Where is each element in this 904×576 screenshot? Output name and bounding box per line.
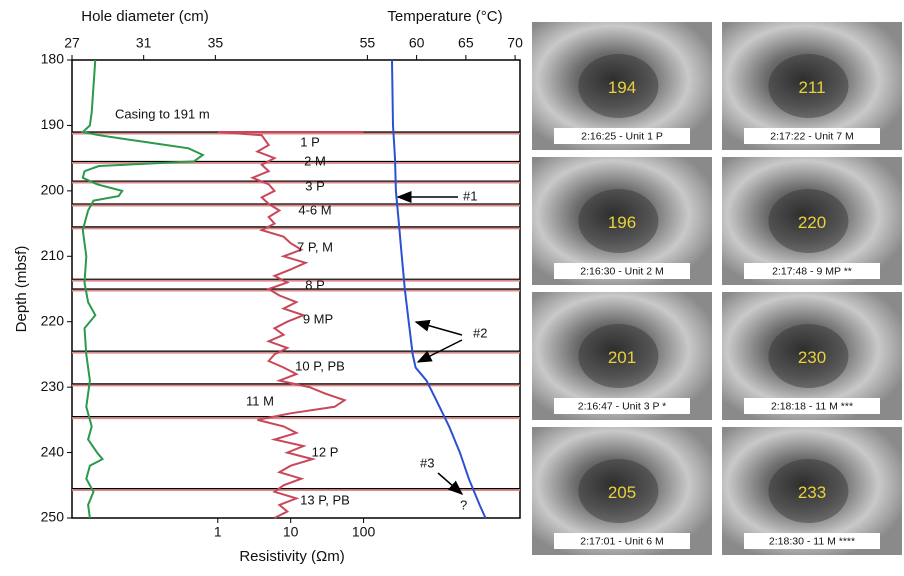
- unit-label: 8 P: [305, 277, 325, 292]
- image-caption: 2:16:30 - Unit 2 M: [580, 265, 663, 277]
- resistivity-title: Resistivity (Ωm): [239, 548, 344, 565]
- unit-label: 2 M: [304, 153, 326, 168]
- image-depth: 233: [798, 483, 826, 502]
- annotation: #2: [473, 325, 487, 340]
- unit-label: 11 M: [246, 393, 274, 408]
- caption-box: [744, 128, 880, 144]
- image-depth: 194: [608, 78, 636, 97]
- x-tick-label: 70: [507, 35, 523, 51]
- y-tick-label: 220: [41, 312, 65, 328]
- annotation: #3: [420, 455, 434, 470]
- caption-box: [554, 128, 690, 144]
- camera-image: 211 2:17:22 - Unit 7 M: [722, 22, 902, 150]
- y-tick-label: 230: [41, 378, 65, 394]
- photo-shade: [768, 459, 849, 523]
- caption-box: [554, 533, 690, 549]
- y-tick-label: 210: [41, 247, 65, 263]
- arrows: [396, 191, 464, 495]
- y-tick-label: 200: [41, 182, 65, 198]
- photo-shade: [578, 459, 659, 523]
- caption-box: [744, 398, 880, 414]
- unit-label: 4-6 M: [298, 202, 331, 217]
- x-tick-label: 10: [283, 524, 299, 540]
- unit-label: 10 P, PB: [295, 358, 345, 373]
- image-depth: 201: [608, 348, 636, 367]
- annotation: ?: [460, 497, 467, 512]
- series-line: [391, 59, 487, 519]
- photo-shade: [768, 189, 849, 253]
- arrow: [414, 319, 463, 336]
- caption-box: [554, 263, 690, 279]
- image-depth: 220: [798, 213, 826, 232]
- y-tick-label: 190: [41, 116, 65, 132]
- image-caption: 2:18:18 - 11 M ***: [771, 400, 853, 412]
- y-tick-label: 240: [41, 443, 65, 459]
- y-tick-label: 250: [41, 509, 65, 525]
- arrow: [416, 339, 463, 363]
- unit-label: 1 P: [300, 134, 320, 149]
- image-caption: 2:17:22 - Unit 7 M: [770, 130, 853, 142]
- unit-label: 13 P, PB: [300, 492, 350, 507]
- photo-shade: [578, 54, 659, 118]
- series-line: [217, 131, 364, 519]
- unit-label: 7 P, M: [297, 239, 333, 254]
- temperature-title: Temperature (°C): [387, 8, 502, 25]
- image-caption: 2:18:30 - 11 M ****: [769, 535, 855, 547]
- x-tick-label: 65: [458, 35, 474, 51]
- image-caption: 2:16:25 - Unit 1 P: [581, 130, 663, 142]
- caption-box: [744, 263, 880, 279]
- image-depth: 205: [608, 483, 636, 502]
- x-tick-label: 55: [360, 35, 376, 51]
- series-line: [80, 59, 205, 519]
- camera-image: 230 2:18:18 - 11 M ***: [722, 292, 902, 420]
- unit-label: 12 P: [312, 444, 339, 459]
- image-caption: 2:17:01 - Unit 6 M: [580, 535, 663, 547]
- image-caption: 2:16:47 - Unit 3 P *: [578, 400, 667, 412]
- camera-image: 196 2:16:30 - Unit 2 M: [532, 157, 712, 285]
- caption-box: [744, 533, 880, 549]
- camera-image: 194 2:16:25 - Unit 1 P: [532, 22, 712, 150]
- photo-shade: [768, 54, 849, 118]
- arrow: [437, 472, 464, 495]
- photo-shade: [578, 324, 659, 388]
- image-depth: 211: [798, 78, 825, 97]
- unit-label: 9 MP: [303, 311, 333, 326]
- x-tick-label: 35: [208, 35, 224, 51]
- x-tick-label: 31: [136, 35, 152, 51]
- depth-title: Depth (mbsf): [13, 246, 30, 333]
- camera-image: 201 2:16:47 - Unit 3 P *: [532, 292, 712, 420]
- camera-image: 233 2:18:30 - 11 M ****: [722, 427, 902, 555]
- camera-images: 194 2:16:25 - Unit 1 P 211 2:17:22 - Unit 7…: [532, 22, 902, 555]
- camera-image: 220 2:17:48 - 9 MP **: [722, 157, 902, 285]
- x-tick-label: 60: [409, 35, 425, 51]
- diameter-title: Hole diameter (cm): [81, 8, 209, 25]
- photo-shade: [578, 189, 659, 253]
- image-depth: 196: [608, 213, 636, 232]
- x-tick-label: 1: [214, 524, 222, 540]
- casing-label: Casing to 191 m: [115, 106, 210, 121]
- x-tick-label: 27: [64, 35, 80, 51]
- image-depth: 230: [798, 348, 826, 367]
- camera-image: 205 2:17:01 - Unit 6 M: [532, 427, 712, 555]
- caption-box: [554, 398, 690, 414]
- image-caption: 2:17:48 - 9 MP **: [772, 265, 852, 277]
- y-tick-label: 180: [41, 51, 65, 67]
- x-tick-label: 100: [352, 524, 376, 540]
- unit-label: 3 P: [305, 178, 325, 193]
- annotation: #1: [463, 188, 477, 203]
- photo-shade: [768, 324, 849, 388]
